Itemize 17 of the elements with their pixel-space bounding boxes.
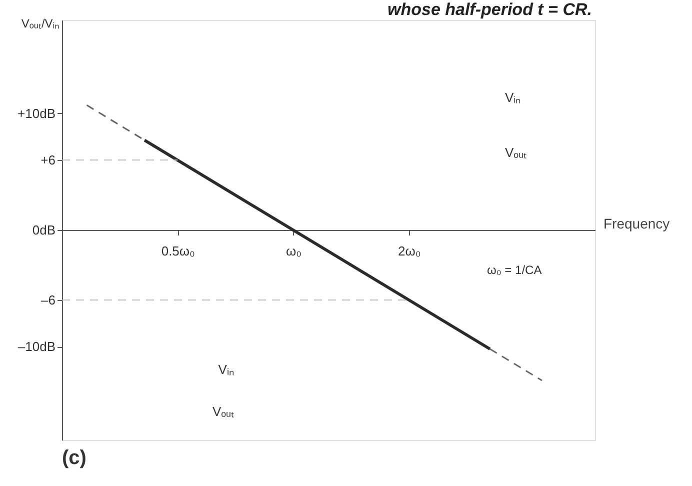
x-tick-label: ω₀ bbox=[286, 244, 302, 258]
annotation: ω₀ = 1/CA bbox=[487, 263, 542, 277]
y-tick-label: +10dB bbox=[18, 106, 56, 121]
text: (c) bbox=[62, 447, 86, 469]
x-tick-label: 2ω₀ bbox=[398, 244, 421, 258]
chart-title: whose half-period t = CR. bbox=[388, 0, 592, 19]
x-tick-label: 0.5ω₀ bbox=[161, 244, 195, 258]
annotation: Vₒᵤₜ bbox=[212, 404, 234, 419]
y-tick-label: +6 bbox=[40, 152, 56, 168]
y-axis-title: Vₒᵤₜ/Vᵢₙ bbox=[21, 16, 60, 30]
annotation: Vᵢₙ bbox=[505, 90, 521, 105]
y-tick-label: –10dB bbox=[18, 339, 56, 354]
annotation: Vₒᵤₜ bbox=[505, 145, 527, 160]
x-axis-title: Frequency bbox=[604, 216, 670, 232]
y-tick-label: –6 bbox=[41, 292, 56, 308]
y-tick-label: 0dB bbox=[32, 222, 56, 238]
annotation: Vᵢₙ bbox=[218, 362, 234, 377]
